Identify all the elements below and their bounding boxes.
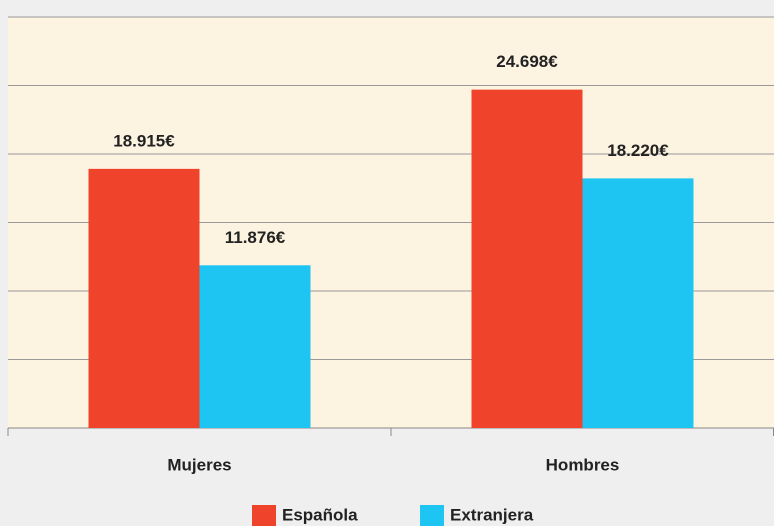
legend-swatch xyxy=(252,505,276,526)
value-label: 18.220€ xyxy=(607,141,669,160)
x-tick-label: Hombres xyxy=(546,455,620,474)
x-tick-label: Mujeres xyxy=(167,455,231,474)
bar xyxy=(582,178,694,428)
legend-swatch xyxy=(420,505,444,526)
legend-label: Española xyxy=(282,505,358,524)
bar xyxy=(199,265,311,428)
legend-label: Extranjera xyxy=(450,505,534,524)
bar xyxy=(88,168,200,428)
value-label: 11.876€ xyxy=(225,228,286,247)
bar xyxy=(471,89,583,429)
value-label: 24.698€ xyxy=(496,52,558,71)
value-label: 18.915€ xyxy=(113,131,175,150)
